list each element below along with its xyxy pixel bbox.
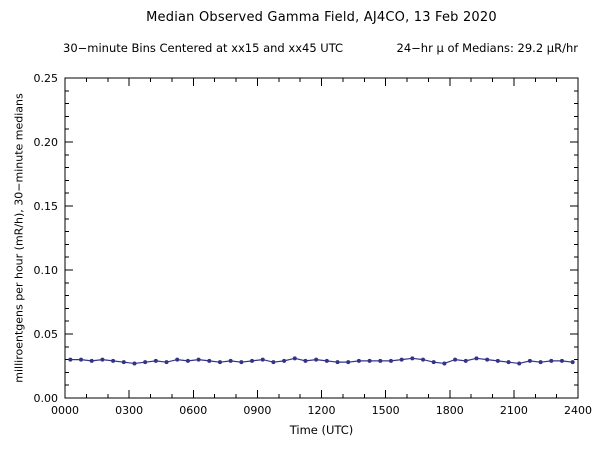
data-point (517, 361, 522, 366)
x-tick-label: 1200 (308, 404, 336, 417)
data-point (303, 358, 308, 363)
data-point (260, 357, 265, 362)
y-tick-label: 0.15 (34, 200, 59, 213)
y-tick-label: 0.10 (34, 264, 59, 277)
x-tick-label: 0900 (243, 404, 271, 417)
x-tick-label: 0300 (115, 404, 143, 417)
y-tick-label: 0.00 (34, 392, 59, 405)
x-tick-label: 0000 (51, 404, 79, 417)
x-axis-label: Time (UTC) (289, 423, 354, 437)
data-point (356, 358, 361, 363)
data-point (271, 360, 276, 365)
data-point (399, 357, 404, 362)
data-point (196, 357, 201, 362)
data-point (453, 357, 458, 362)
data-point (559, 358, 564, 363)
data-point (79, 357, 84, 362)
data-point (506, 360, 511, 365)
data-point (164, 360, 169, 365)
data-point (143, 360, 148, 365)
data-point (175, 357, 180, 362)
data-point (485, 357, 490, 362)
x-tick-label: 1800 (436, 404, 464, 417)
data-point (474, 356, 479, 361)
data-point (121, 360, 126, 365)
subtitle-bins-text: 30−minute Bins Centered at xx15 and xx45… (63, 41, 344, 55)
data-point (388, 358, 393, 363)
data-point (570, 360, 575, 365)
data-point (538, 360, 543, 365)
data-point (410, 356, 415, 361)
chart-subtitle: 30−minute Bins Centered at xx15 and xx45… (63, 41, 578, 55)
data-point (100, 357, 105, 362)
x-tick-label: 2400 (564, 404, 592, 417)
data-point (324, 358, 329, 363)
data-point (207, 358, 212, 363)
data-point (378, 358, 383, 363)
data-point (217, 360, 222, 365)
data-point (68, 357, 73, 362)
data-point (314, 357, 319, 362)
data-point (111, 358, 116, 363)
data-point (421, 357, 426, 362)
data-point (335, 360, 340, 365)
x-tick-label: 1500 (372, 404, 400, 417)
data-point (367, 358, 372, 363)
x-tick-label: 0600 (179, 404, 207, 417)
y-tick-label: 0.25 (34, 72, 59, 85)
data-point (132, 361, 137, 366)
data-point (228, 358, 233, 363)
data-point (153, 358, 158, 363)
data-point (239, 360, 244, 365)
chart-title: Median Observed Gamma Field, AJ4CO, 13 F… (146, 10, 497, 25)
data-point (463, 358, 468, 363)
plot-frame (64, 77, 579, 399)
data-point (431, 360, 436, 365)
y-tick-label: 0.20 (34, 136, 59, 149)
data-point (549, 358, 554, 363)
y-tick-label: 0.05 (34, 328, 59, 341)
data-point (346, 360, 351, 365)
data-point (185, 358, 190, 363)
x-tick-label: 2100 (500, 404, 528, 417)
data-point (89, 358, 94, 363)
data-point (527, 358, 532, 363)
data-point (495, 358, 500, 363)
data-point (292, 356, 297, 361)
subtitle-mean-text: 24−hr μ of Medians: 29.2 μR/hr (396, 41, 578, 55)
data-point (282, 358, 287, 363)
data-point (250, 358, 255, 363)
data-point (442, 361, 447, 366)
